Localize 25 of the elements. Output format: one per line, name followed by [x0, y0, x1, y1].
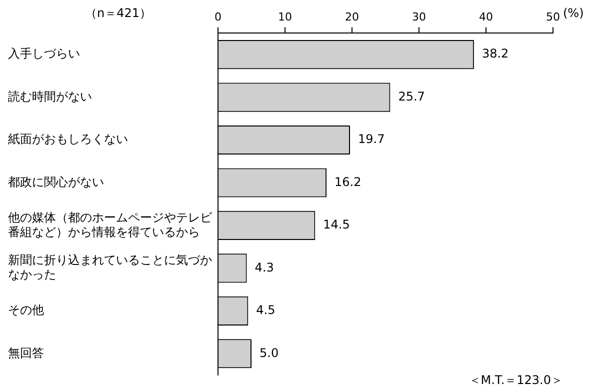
data-label: 38.2: [482, 46, 509, 61]
data-label: 25.7: [398, 89, 425, 104]
data-label: 19.7: [358, 132, 385, 146]
data-label: 4.3: [254, 260, 274, 274]
data-label: 14.5: [323, 218, 350, 232]
x-tick-label: 30: [412, 10, 426, 24]
x-tick-label: 10: [278, 10, 292, 24]
data-label: 16.2: [334, 174, 362, 189]
annotation: ＜M.T.＝123.0＞: [468, 373, 563, 388]
text: （n＝421）: [85, 6, 152, 20]
y-tick-label: 都政に関心がない: [8, 174, 104, 189]
y-tick-label: 無回答: [8, 346, 44, 360]
y-tick-label: 他の媒体（都のホームページやテレビ番組など）から情報を得ているから: [8, 210, 213, 239]
x-tick-label: 40: [479, 10, 493, 24]
data-label: 5.0: [260, 346, 279, 360]
x-axis-title: (%): [563, 6, 584, 20]
x-tick-label: 50: [546, 10, 560, 24]
data-label: 4.5: [256, 303, 276, 318]
y-tick-label: その他: [8, 303, 44, 318]
x-tick-label: 0: [214, 10, 222, 24]
y-tick-label: 紙面がおもしろくない: [8, 132, 128, 146]
y-tick-label: 新聞に折り込まれていることに気づかなかった: [8, 253, 212, 282]
y-tick-label: 入手しづらい: [8, 46, 80, 61]
x-tick-label: 20: [345, 10, 359, 24]
y-tick-label: 読む時間がない: [8, 89, 92, 104]
